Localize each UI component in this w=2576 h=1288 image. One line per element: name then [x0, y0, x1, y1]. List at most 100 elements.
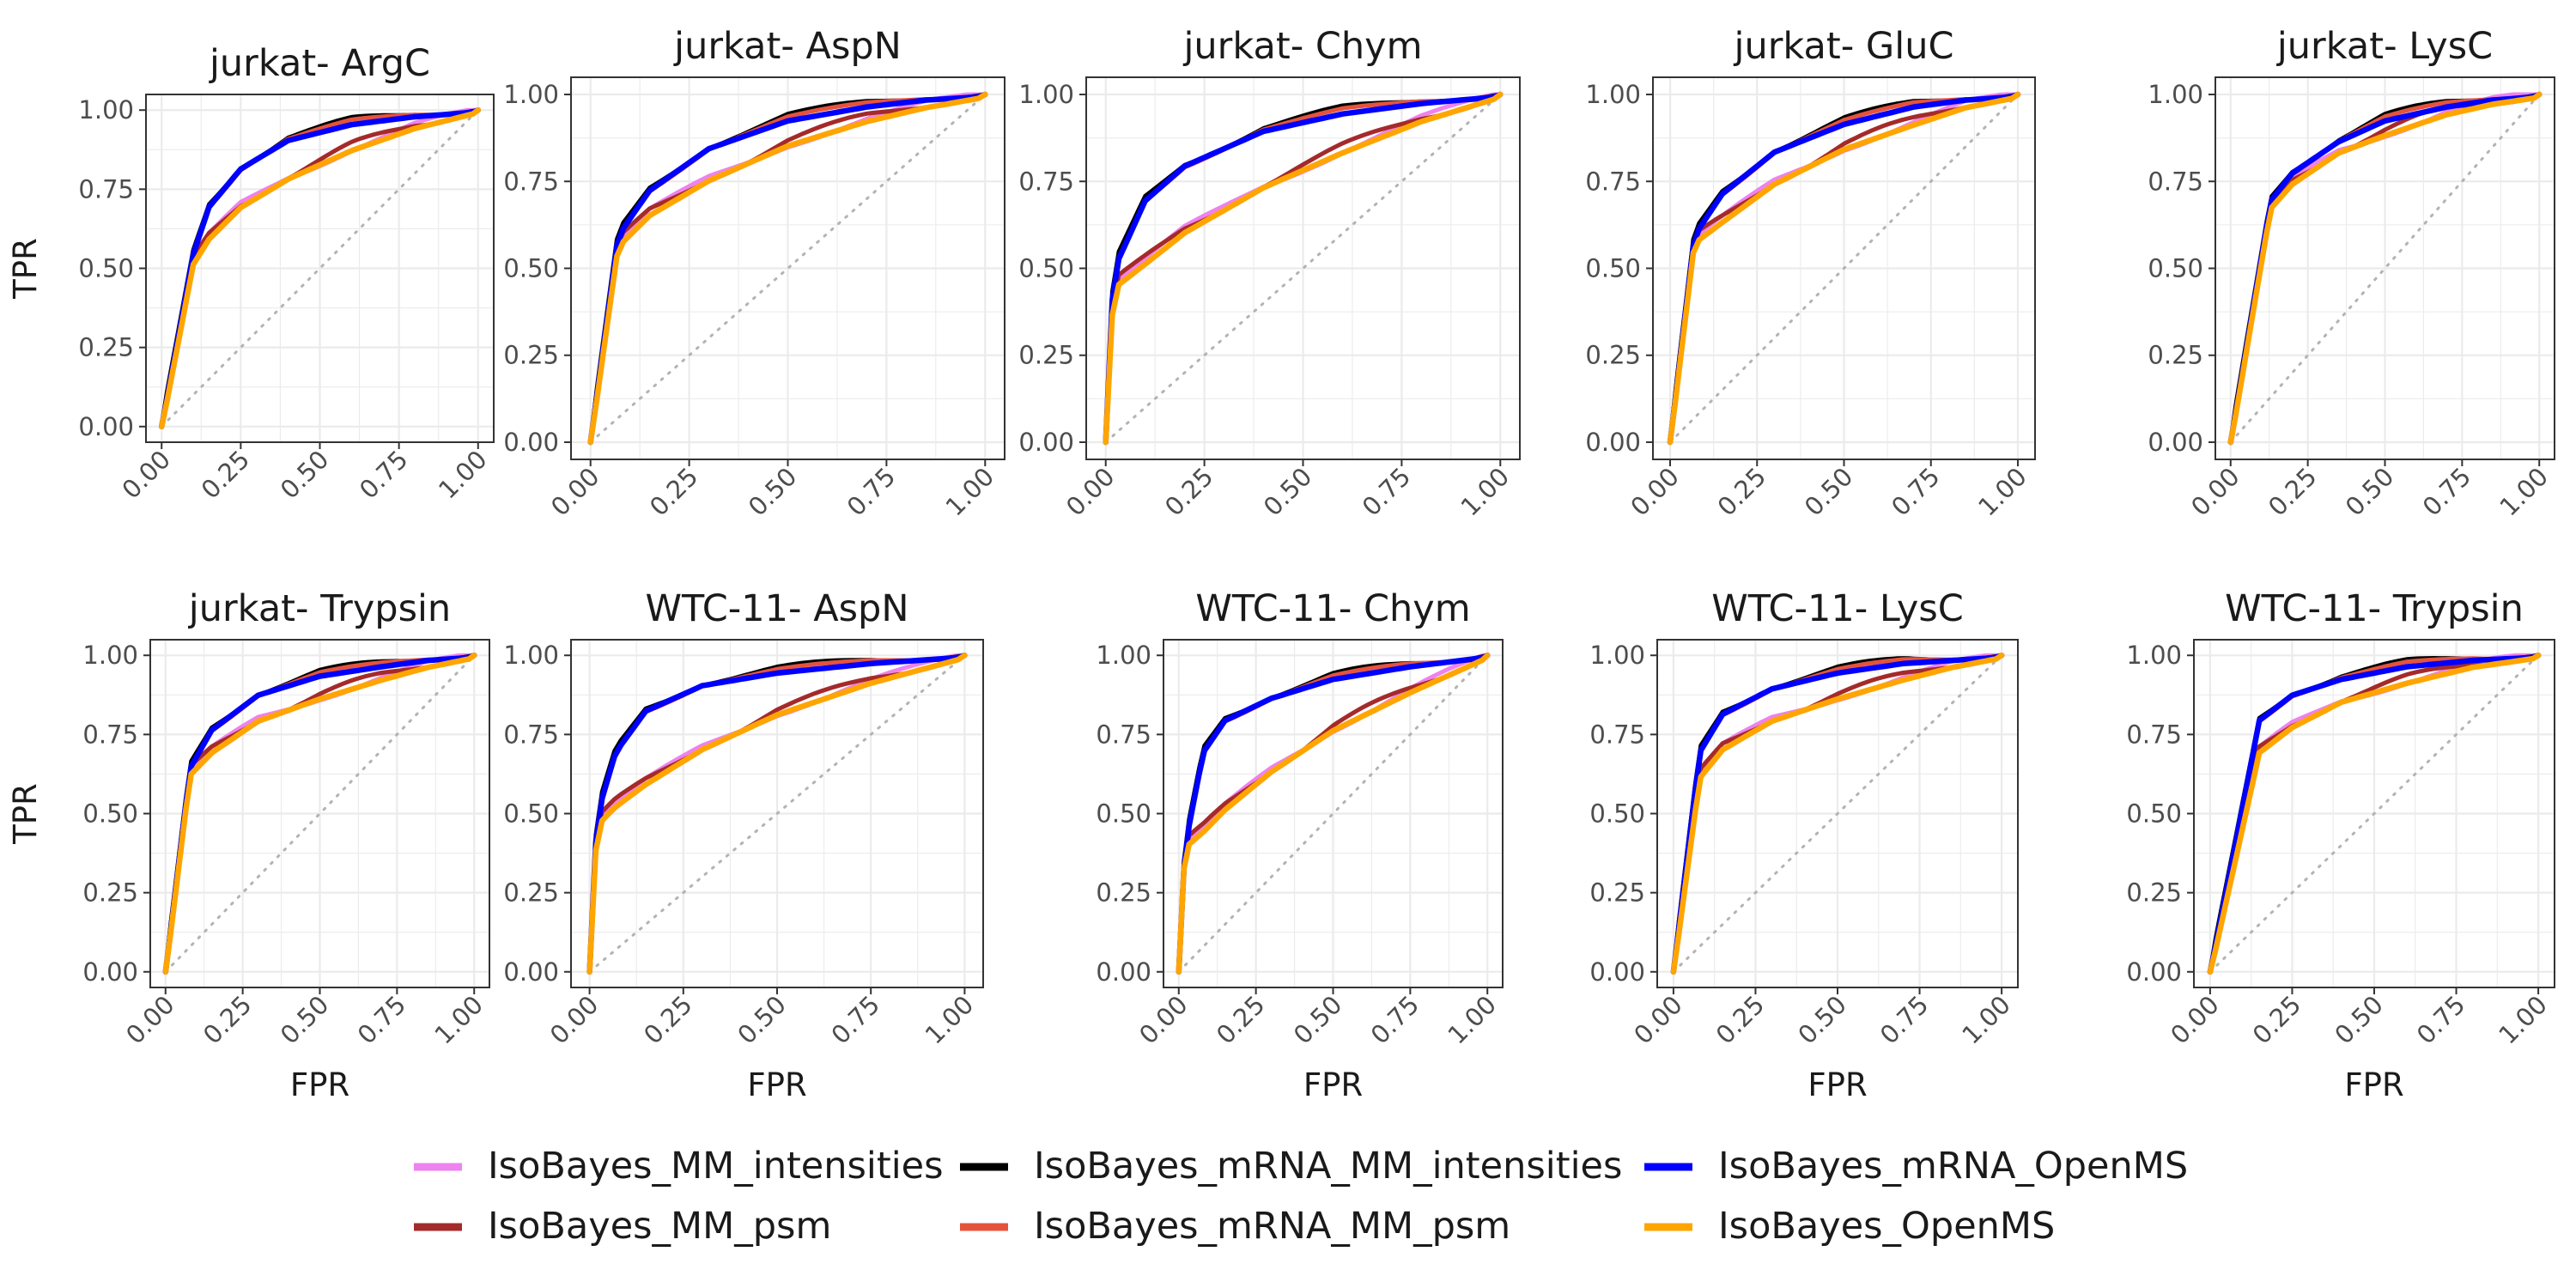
y-tick-label: 0.75	[1096, 720, 1151, 749]
y-tick-label: 0.75	[78, 174, 134, 204]
y-tick-label: 0.00	[2126, 957, 2182, 987]
series-line-IsoBayes_mRNA_OpenMS	[1670, 652, 2005, 975]
y-tick-label: 0.25	[1585, 341, 1641, 370]
roc-panel: jurkat- AspN 0.00 0.25 0.50 0.75 1.00 0.00 0.25…	[503, 25, 1005, 522]
x-tick-label: 0.75	[1874, 990, 1935, 1050]
panel-title: jurkat- Trypsin	[188, 587, 451, 630]
x-tick-label: 0.75	[841, 462, 902, 522]
y-tick-label: 0.50	[1585, 254, 1641, 283]
x-tick-label: 0.75	[1357, 462, 1417, 522]
y-tick-label: 0.00	[78, 412, 134, 441]
x-tick-label: 1.00	[1455, 462, 1516, 522]
y-tick-label: 1.00	[2148, 80, 2203, 109]
legend-label: IsoBayes_mRNA_OpenMS	[1718, 1145, 2188, 1188]
reference-diagonal	[164, 653, 476, 974]
series-line-IsoBayes_OpenMS	[158, 106, 482, 430]
legend-label: IsoBayes_OpenMS	[1718, 1205, 2055, 1248]
x-tick-label: 1.00	[920, 990, 980, 1050]
y-tick-label: 1.00	[82, 641, 138, 670]
roc-panel: WTC-11- AspN 0.00 0.25 0.50 0.75 1.00 0.00 0.25…	[503, 587, 984, 1103]
y-tick-label: 0.25	[2126, 878, 2182, 908]
x-tick-label: 0.25	[644, 462, 704, 522]
reference-diagonal	[2229, 93, 2541, 444]
x-tick-label: 0.25	[2247, 990, 2307, 1050]
x-tick-label: 0.00	[1133, 990, 1194, 1050]
y-tick-label: 0.00	[1018, 428, 1074, 457]
legend-label: IsoBayes_MM_psm	[488, 1205, 831, 1248]
y-tick-label: 0.75	[82, 720, 138, 749]
y-tick-label: 0.00	[1585, 428, 1641, 457]
panel-title: jurkat- GluC	[1734, 25, 1954, 68]
y-tick-label: 0.25	[78, 333, 134, 362]
x-tick-label: 0.75	[354, 445, 414, 505]
series-line-IsoBayes_mRNA_OpenMS	[1103, 91, 1504, 446]
y-tick-label: 0.75	[2148, 167, 2203, 196]
x-axis-title: FPR	[1807, 1066, 1867, 1103]
y-tick-label: 1.00	[503, 80, 559, 109]
series-line-IsoBayes_OpenMS	[586, 652, 968, 975]
series-line-IsoBayes_mRNA_OpenMS	[1176, 652, 1491, 975]
series-line-IsoBayes_OpenMS	[2207, 652, 2542, 975]
x-tick-label: 0.00	[2165, 990, 2225, 1050]
x-tick-label: 0.50	[275, 445, 335, 505]
series-line-IsoBayes_mRNA_OpenMS	[158, 106, 482, 430]
reference-diagonal	[589, 93, 987, 444]
y-tick-label: 0.75	[1585, 167, 1641, 196]
x-tick-label: 0.25	[196, 445, 256, 505]
panel-title: WTC-11- Chym	[1195, 587, 1470, 630]
y-tick-label: 1.00	[1585, 80, 1641, 109]
series-line-IsoBayes_mRNA_OpenMS	[2227, 91, 2543, 446]
y-tick-label: 0.00	[1096, 957, 1151, 987]
y-tick-label: 0.00	[82, 957, 138, 987]
series-line-IsoBayes_OpenMS	[1670, 652, 2005, 975]
series-line-IsoBayes_mRNA_OpenMS	[586, 652, 968, 975]
y-tick-label: 0.50	[2126, 799, 2182, 829]
x-tick-label: 0.00	[544, 990, 605, 1050]
x-tick-label: 0.75	[1365, 990, 1425, 1050]
x-tick-label: 0.50	[732, 990, 792, 1050]
x-tick-label: 0.50	[275, 990, 335, 1050]
roc-panel: jurkat- GluC 0.00 0.25 0.50 0.75 1.00 0.00 0.25…	[1585, 25, 2036, 522]
x-tick-label: 0.50	[743, 462, 803, 522]
series-line-IsoBayes_OpenMS	[587, 91, 988, 446]
panel-title: jurkat- AspN	[673, 25, 902, 68]
x-tick-label: 1.00	[940, 462, 1000, 522]
series-line-IsoBayes_OpenMS	[2227, 91, 2543, 446]
x-tick-label: 1.00	[1972, 462, 2032, 522]
y-tick-label: 0.50	[1018, 254, 1074, 283]
x-axis-title: FPR	[290, 1066, 349, 1103]
y-tick-label: 0.50	[78, 254, 134, 283]
reference-diagonal	[1177, 653, 1489, 974]
x-tick-label: 0.75	[1886, 462, 1946, 522]
x-tick-label: 0.25	[1211, 990, 1271, 1050]
y-tick-label: 1.00	[1096, 641, 1151, 670]
y-tick-label: 0.75	[1589, 720, 1645, 749]
x-tick-label: 0.25	[1712, 462, 1772, 522]
roc-panel: WTC-11- LysC 0.00 0.25 0.50 0.75 1.00 0.00 0.25…	[1589, 587, 2019, 1103]
roc-panel: WTC-11- Trypsin 0.00 0.25 0.50 0.75 1.00 0.00 0…	[2126, 587, 2555, 1103]
x-tick-label: 0.25	[2263, 462, 2323, 522]
series-line-IsoBayes_mRNA_OpenMS	[1667, 91, 2021, 446]
y-tick-label: 0.50	[2148, 254, 2203, 283]
x-tick-label: 0.75	[352, 990, 412, 1050]
x-tick-label: 0.00	[116, 445, 176, 505]
y-tick-label: 0.00	[503, 957, 559, 987]
legend-label: IsoBayes_MM_intensities	[488, 1145, 944, 1188]
panel-title: WTC-11- LysC	[1711, 587, 1964, 630]
reference-diagonal	[1672, 653, 2003, 974]
x-tick-label: 1.00	[2494, 462, 2554, 522]
series-line-IsoBayes_mRNA_OpenMS	[587, 91, 988, 446]
legend-label: IsoBayes_mRNA_MM_psm	[1034, 1205, 1510, 1248]
x-axis-title: FPR	[2344, 1066, 2403, 1103]
y-tick-label: 1.00	[2126, 641, 2182, 670]
x-tick-label: 0.50	[2340, 462, 2400, 522]
y-tick-label: 0.50	[503, 799, 559, 829]
legend: IsoBayes_MM_intensities IsoBayes_MM_psm Is…	[414, 1145, 2188, 1248]
x-tick-label: 0.75	[2411, 990, 2471, 1050]
roc-panel: jurkat- Trypsin 0.00 0.25 0.50 0.75 1.00 0.00 0…	[7, 587, 490, 1103]
x-tick-label: 0.00	[1060, 462, 1121, 522]
series-line-IsoBayes_OpenMS	[1667, 91, 2021, 446]
x-tick-label: 0.25	[638, 990, 698, 1050]
reference-diagonal	[160, 108, 480, 428]
x-tick-label: 1.00	[433, 445, 493, 505]
